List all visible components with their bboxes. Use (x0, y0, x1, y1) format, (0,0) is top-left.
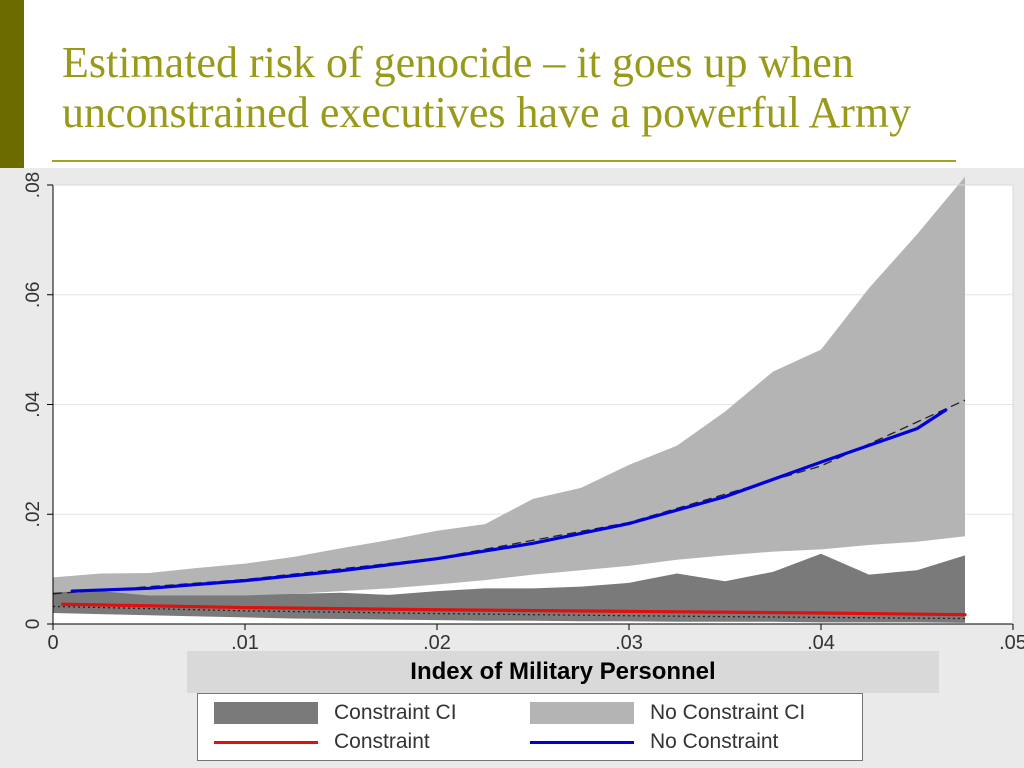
x-tick-label-4: .04 (807, 632, 835, 654)
series-line-constraint (60, 602, 967, 617)
legend-swatch-no-constraint-ci (530, 702, 634, 724)
slide-title: Estimated risk of genocide – it goes up … (62, 38, 912, 137)
y-tick-label-4: .08 (23, 172, 44, 198)
legend-item-constraint-ci: Constraint CI (214, 701, 457, 725)
series-line-no-constraint (70, 408, 948, 593)
band-constraint-ci (53, 553, 965, 623)
legend-line-no-constraint (530, 740, 634, 744)
reference-line-dotted (52, 605, 966, 620)
legend-item-no-constraint-ci: No Constraint CI (530, 701, 805, 725)
legend-swatch-constraint-ci (214, 702, 318, 724)
title-divider (52, 160, 956, 162)
legend-label-no-constraint: No Constraint (650, 730, 779, 753)
x-tick-label-1: .01 (231, 632, 259, 654)
legend-item-no-constraint: No Constraint (530, 730, 778, 754)
x-axis-label: Index of Military Personnel (410, 658, 716, 685)
legend-label-no-constraint-ci: No Constraint CI (650, 701, 806, 724)
x-tick-label-0: 0 (47, 632, 58, 654)
y-tick-label-3: .06 (23, 282, 44, 308)
band-no-constraint-ci (53, 176, 965, 603)
x-tick-label-3: .03 (615, 632, 643, 654)
genocide-risk-chart: 0 .02 .04 .06 .08 0 .01 .02 .03 .04 .05 (23, 172, 1024, 654)
x-axis-label-box: Index of Military Personnel (187, 651, 939, 693)
chart-legend: Constraint CI No Constraint CI Constrain… (197, 693, 863, 761)
chart-panel: 0 .02 .04 .06 .08 0 .01 .02 .03 .04 .05 (0, 168, 1024, 768)
legend-label-constraint-ci: Constraint CI (334, 701, 457, 724)
x-tick-label-5: .05 (999, 632, 1024, 654)
x-tick-label-2: .02 (423, 632, 451, 654)
y-tick-label-2: .04 (23, 391, 44, 418)
y-tick-label-0: 0 (23, 619, 44, 630)
y-tick-label-1: .02 (23, 501, 44, 527)
legend-line-constraint (214, 740, 318, 744)
legend-item-constraint: Constraint (214, 730, 430, 754)
legend-label-constraint: Constraint (334, 730, 430, 753)
